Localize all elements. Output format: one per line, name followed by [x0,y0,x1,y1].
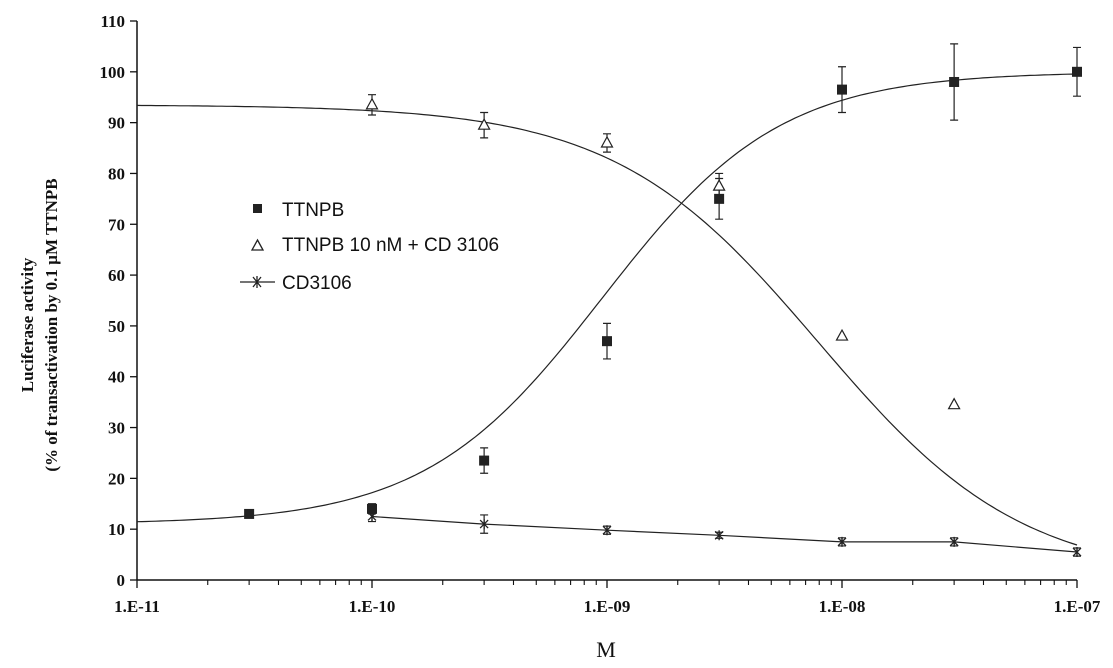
fit-curve-series-0 [136,73,1078,523]
data-point-ttnpb-cd3106 [600,135,614,148]
y-tick-label: 20 [108,469,125,488]
y-tick-label: 100 [100,63,126,82]
x-tick-label: 1.E-08 [819,597,866,616]
y-tick-label: 60 [108,266,125,285]
legend-label-cd3106: CD3106 [282,273,352,294]
data-point-ttnpb-cd3106 [365,97,379,110]
data-point-ttnpb [244,508,255,519]
y-axis-title-line2: (% of transactivation by 0.1 µM TTNPB [42,178,61,471]
x-axis-title: M [596,637,616,662]
y-tick-label: 30 [108,419,125,438]
data-marks [244,43,1082,558]
axes: 0 10 20 30 40 50 60 70 80 90 100 110 1.E-11 1.E-10 1.E… [100,12,1101,616]
y-tick-label: 40 [108,368,125,387]
data-point-ttnpb-cd3106 [477,117,491,130]
legend-label-ttnpb: TTNPB [282,200,344,221]
y-tick-label: 70 [108,215,125,234]
y-tick-label: 80 [108,164,125,183]
data-point-ttnpb [602,336,612,347]
data-point-ttnpb [479,455,490,466]
y-tick-label: 10 [108,520,125,539]
x-tick-label: 1.E-11 [114,597,160,616]
data-point-cd3106 [949,536,959,547]
legend-marker-triangle [250,238,265,251]
data-point-cd3106 [714,530,724,541]
data-point-ttnpb-cd3106 [835,328,849,341]
legend-marker-star [252,276,262,288]
data-point-cd3106 [479,519,489,530]
x-tick-label: 1.E-10 [349,597,396,616]
data-point-cd3106 [837,536,847,547]
data-point-cd3106 [367,511,377,522]
data-point-cd3106 [1072,547,1082,558]
data-point-ttnpb [367,503,377,514]
y-axis-title-line1: Luciferase activity [18,257,37,392]
x-tick-label: 1.E-07 [1054,597,1101,616]
data-point-ttnpb [949,76,960,87]
y-tick-label: 50 [108,317,125,336]
fit-curve-series-2 [371,515,1078,553]
y-tick-label: 110 [100,12,125,31]
fit-curve-series-1 [136,104,1078,546]
legend-marker-ttnpb [253,204,262,213]
legend-label-ttnpb-cd3106: TTNPB 10 nM + CD 3106 [282,235,499,256]
x-tick-label: 1.E-09 [584,597,631,616]
y-tick-label: 90 [108,114,125,133]
y-tick-label: 0 [117,571,126,590]
legend: TTNPB TTNPB 10 nM + CD 3106 CD3106 [240,200,499,294]
data-point-cd3106 [602,525,612,536]
data-point-ttnpb [837,84,847,95]
data-point-ttnpb-cd3106 [947,397,961,410]
data-point-ttnpb-cd3106 [712,178,726,191]
data-point-ttnpb [1072,66,1082,77]
